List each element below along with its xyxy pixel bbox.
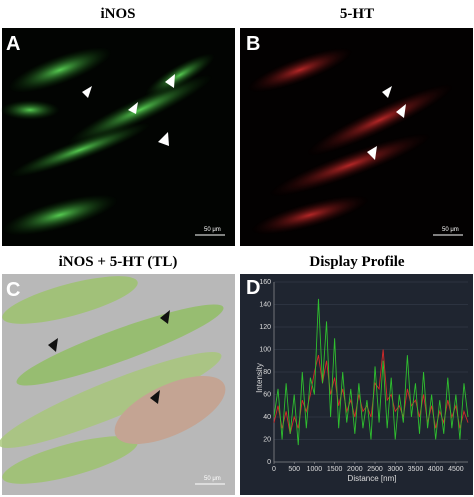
x-tick-label: 4500 (448, 466, 464, 473)
x-tick-label: 0 (272, 466, 276, 473)
panel-label: A (6, 33, 20, 55)
y-tick-label: 120 (259, 324, 271, 331)
y-tick-label: 80 (263, 369, 271, 376)
y-tick-label: 140 (259, 301, 271, 308)
scale-bar-label: 50 μm (204, 227, 221, 233)
x-axis-label: Distance [nm] (348, 474, 397, 483)
profile-line (273, 298, 469, 446)
x-tick-label: 3000 (387, 466, 403, 473)
panel-title: Display Profile (309, 254, 404, 270)
scale-bar-label: 50 μm (442, 227, 459, 233)
scale-bar-label: 50 μm (204, 476, 221, 482)
x-tick-label: 2500 (367, 466, 383, 473)
x-tick-label: 1000 (307, 466, 323, 473)
panel-title: iNOS + 5-HT (TL) (59, 254, 178, 270)
panel-label: D (246, 277, 260, 299)
panel-title: 5-HT (340, 6, 374, 22)
x-tick-label: 4000 (428, 466, 444, 473)
y-tick-label: 0 (267, 459, 271, 466)
panel-label: B (246, 33, 260, 55)
panel-b: 50 μm B (240, 28, 473, 246)
y-tick-label: 20 (263, 436, 271, 443)
profile-line (273, 349, 469, 434)
y-tick-label: 40 (263, 414, 271, 421)
x-tick-label: 500 (288, 466, 300, 473)
y-tick-label: 160 (259, 279, 271, 286)
y-axis-label: Intensity (255, 363, 264, 393)
panel-c: 50 μm C (0, 274, 235, 495)
panel-title: iNOS (100, 6, 135, 22)
y-tick-label: 60 (263, 391, 271, 398)
y-tick-label: 100 (259, 346, 271, 353)
panel-label: C (6, 279, 20, 301)
panel-a: 50 μm A (0, 28, 235, 246)
x-tick-label: 1500 (327, 466, 343, 473)
plot-background (240, 274, 473, 495)
x-tick-label: 3500 (408, 466, 424, 473)
x-tick-label: 2000 (347, 466, 363, 473)
